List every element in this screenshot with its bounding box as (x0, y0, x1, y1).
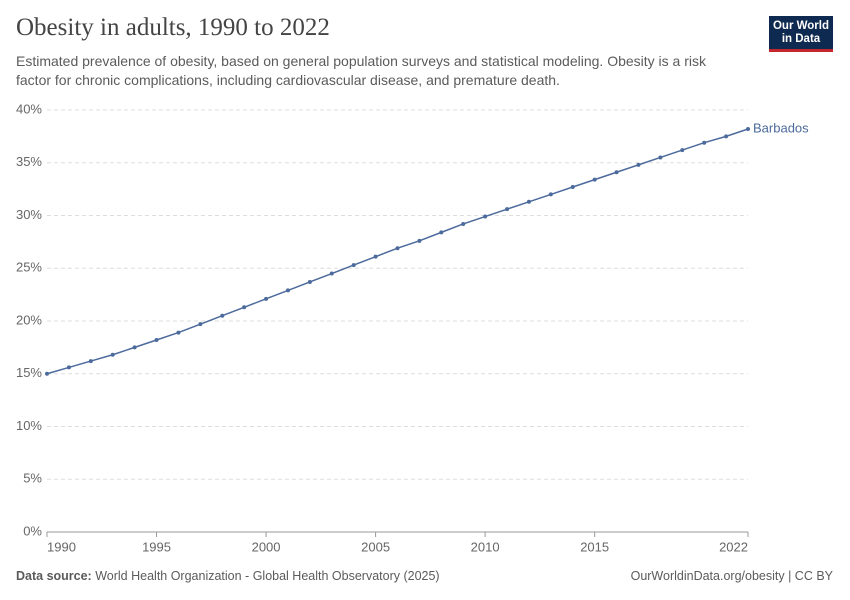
data-point (505, 207, 510, 212)
data-point (66, 365, 71, 370)
data-point (307, 279, 312, 284)
x-tick-label: 1990 (47, 539, 76, 554)
data-point (373, 254, 378, 259)
data-point (702, 140, 707, 145)
data-point (658, 155, 663, 160)
chart-title: Obesity in adults, 1990 to 2022 (16, 14, 330, 41)
data-point (154, 337, 159, 342)
y-tick-label: 0% (23, 523, 42, 538)
source: Data source: World Health Organization -… (16, 569, 440, 583)
x-tick-label: 2022 (719, 539, 748, 554)
data-point (351, 263, 356, 268)
x-tick-label: 2000 (252, 539, 281, 554)
y-tick-label: 35% (16, 154, 42, 169)
data-point (461, 221, 466, 226)
data-point (285, 288, 290, 293)
logo-line: Our World (772, 20, 829, 32)
data-point (724, 134, 729, 139)
data-point (329, 271, 334, 276)
data-point (526, 199, 531, 204)
data-point (220, 313, 225, 318)
data-point (417, 238, 422, 243)
source-label: Data source: (16, 569, 92, 583)
data-point (176, 330, 181, 335)
x-tick-label: 1995 (142, 539, 171, 554)
data-point (395, 246, 400, 251)
data-point (264, 296, 269, 301)
data-point (45, 371, 49, 376)
series-label: Barbados (753, 120, 809, 135)
y-tick-label: 5% (23, 471, 42, 486)
series-line (46, 128, 749, 375)
y-tick-label: 25% (16, 260, 42, 275)
data-point (132, 345, 137, 350)
source-text[interactable]: World Health Organization - Global Healt… (95, 569, 440, 583)
data-point (636, 162, 641, 167)
data-point (592, 177, 597, 182)
x-tick-label: 2010 (471, 539, 500, 554)
y-tick-label: 10% (16, 418, 42, 433)
y-tick-label: 30% (16, 207, 42, 222)
y-tick-label: 15% (16, 365, 42, 380)
data-point (88, 359, 93, 364)
data-point (548, 192, 553, 197)
data-point (746, 126, 750, 131)
chart-subtitle: Estimated prevalence of obesity, based o… (16, 53, 706, 88)
logo-line: in Data (781, 33, 821, 45)
x-tick-label: 2005 (361, 539, 390, 554)
data-point (570, 185, 575, 190)
data-point (483, 214, 488, 219)
footer-url[interactable]: OurWorldinData.org/obesity | CC BY (630, 569, 833, 583)
y-tick-label: 20% (16, 312, 42, 327)
data-point (242, 305, 247, 310)
data-point (614, 170, 619, 175)
data-point (110, 352, 115, 357)
y-tick-label: 40% (16, 101, 42, 116)
data-point (198, 322, 203, 327)
data-point (439, 230, 444, 235)
data-point (680, 148, 685, 153)
x-tick-label: 2015 (580, 539, 609, 554)
logo[interactable]: Our World in Data (769, 16, 833, 52)
